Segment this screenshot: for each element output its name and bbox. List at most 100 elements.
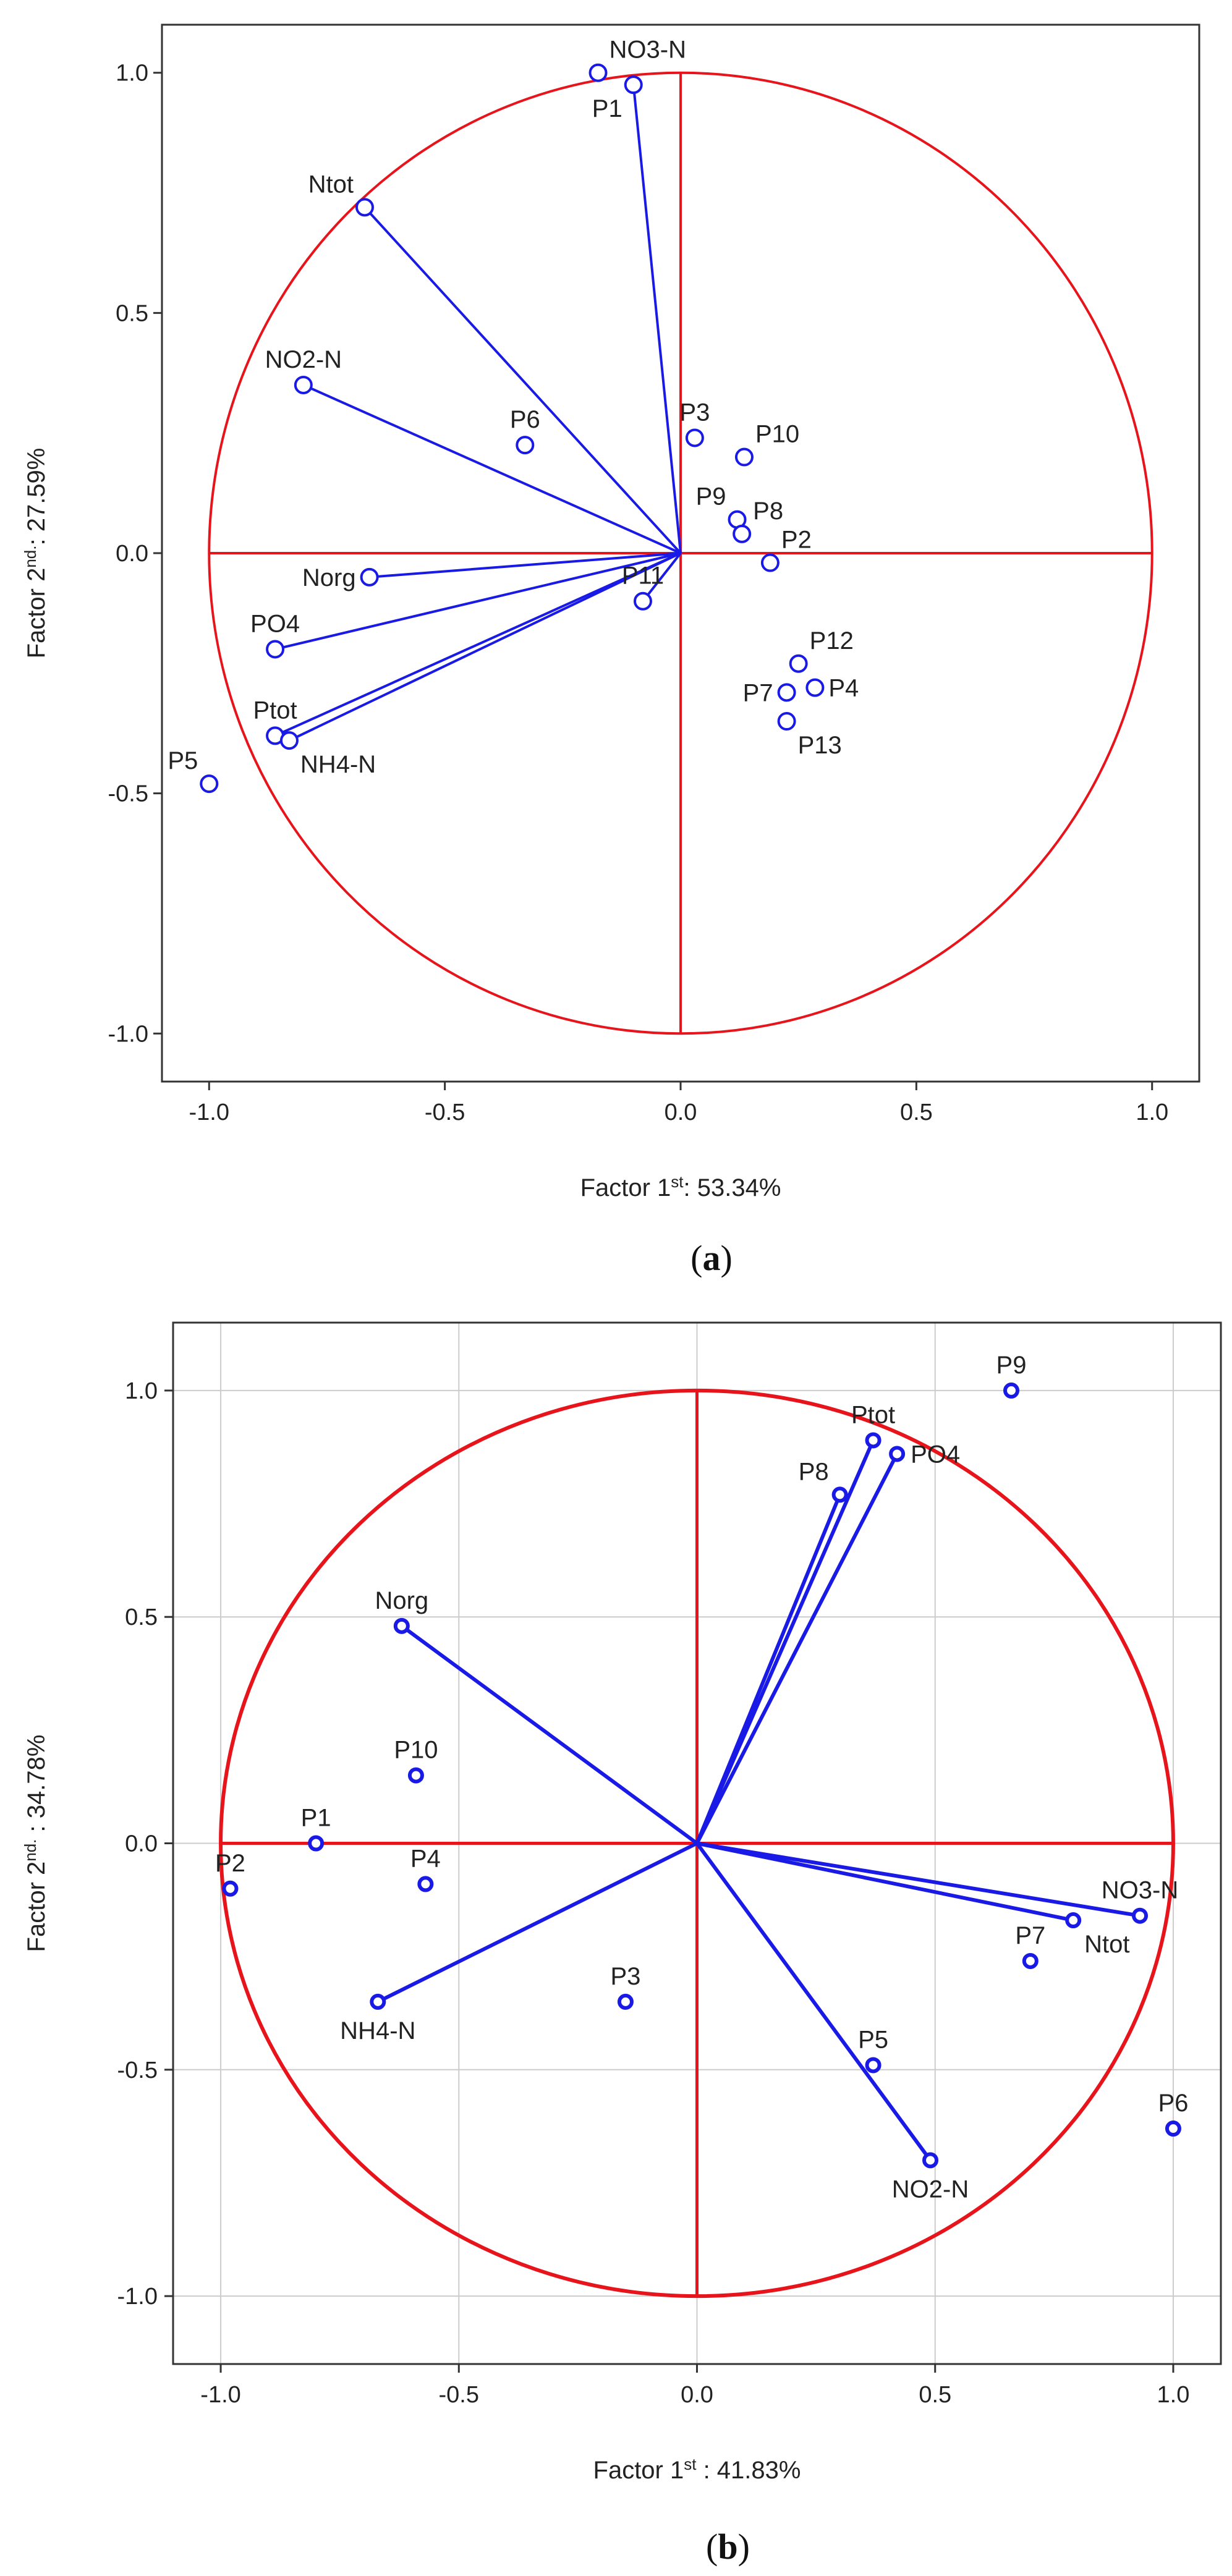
point-norg [393, 1617, 410, 1634]
point-label-p2: P2 [215, 1850, 245, 1877]
panel-b-point-labels: P9 Ptot PO4 P8 Norg P10 P1 P2 P4 NH4-N P3 NO3-N Ntot… [215, 1352, 1188, 2203]
vector-po4 [274, 552, 681, 651]
x-tick-label: -1.0 [189, 1099, 229, 1125]
point-p11 [633, 591, 652, 611]
point-label-p12: P12 [810, 627, 854, 655]
point-label-p5: P5 [858, 2026, 888, 2053]
panel-a-y-title-main: Factor 2 [23, 568, 50, 659]
vector-norg [369, 552, 681, 578]
point-no3-n [588, 63, 608, 82]
point-no2-n [922, 2152, 939, 2169]
point-p3 [617, 1993, 634, 2010]
point-label-po4: PO4 [911, 1441, 960, 1468]
point-label-p1: P1 [592, 95, 622, 122]
vector-nh4-n [289, 552, 681, 742]
panel-a-x-title-value: : 53.34% [684, 1174, 781, 1201]
vector-p11 [642, 552, 682, 602]
panel-b-x-title-value: : 41.83% [696, 2457, 801, 2484]
point-label-p9: P9 [996, 1352, 1027, 1379]
x-tick-label: 0.0 [681, 2382, 713, 2408]
panel-a-y-axis-title: Factor 2nd.: 27.59% [21, 448, 50, 659]
point-po4 [889, 1446, 906, 1462]
x-tick-label: 1.0 [1136, 1099, 1168, 1125]
panel-b-vectors [376, 1439, 1141, 2162]
y-tick-label: 0.5 [116, 300, 148, 326]
point-p2 [760, 553, 780, 572]
panel-a-x-axis-title: Factor 1st: 53.34% [580, 1172, 781, 1201]
vector-norg [401, 1624, 699, 1845]
x-tick-label: -1.0 [200, 2382, 240, 2408]
panel-a-letter: (a) [690, 1238, 733, 1278]
point-label-nh4-n: NH4-N [300, 751, 376, 778]
point-nh4-n [370, 1993, 386, 2010]
point-ntot [1065, 1912, 1082, 1929]
panel-b-x-title-sup: st [684, 2455, 697, 2473]
point-p6 [516, 436, 535, 455]
point-label-p11: P11 [622, 562, 664, 590]
point-label-p4: P4 [410, 1845, 441, 1872]
panel-a-x-title-main: Factor 1 [580, 1174, 671, 1201]
panel-b-x-tick-labels: -1.0 -0.5 0.0 0.5 1.0 [200, 2382, 1189, 2408]
point-p10 [734, 447, 754, 467]
point-p12 [789, 654, 808, 673]
panel-a-vectors [274, 84, 682, 742]
x-tick-label: 0.5 [900, 1099, 933, 1125]
point-label-norg: Norg [302, 564, 356, 591]
point-label-p2: P2 [781, 527, 812, 554]
point-p4 [417, 1876, 434, 1892]
point-label-p6: P6 [510, 406, 540, 433]
point-label-p3: P3 [679, 399, 710, 426]
point-no3-n [1132, 1907, 1149, 1924]
point-p1 [308, 1835, 325, 1852]
panel-b-y-axis-title: Factor 2nd. : 34.78% [21, 1735, 50, 1952]
point-nh4-n [279, 731, 299, 750]
point-p5 [865, 2057, 882, 2074]
point-p1 [624, 75, 643, 95]
panel-b-y-title-sup: nd. [21, 1839, 40, 1862]
point-po4 [266, 640, 285, 659]
panel-b-points [222, 1382, 1181, 2169]
panel-b-y-title-value: : 34.78% [23, 1735, 50, 1839]
vector-no2-n [303, 384, 681, 554]
point-label-ntot: Ntot [308, 171, 354, 198]
point-norg [360, 567, 379, 587]
panel-b-x-title-main: Factor 1 [593, 2457, 684, 2484]
panel-a-y-title-value: : 27.59% [23, 448, 50, 546]
point-label-ptot: Ptot [851, 1401, 895, 1428]
point-label-p7: P7 [1015, 1922, 1045, 1949]
point-p7 [1022, 1952, 1039, 1969]
point-p10 [407, 1767, 424, 1784]
point-p8 [831, 1486, 848, 1503]
point-p2 [222, 1880, 239, 1897]
y-tick-label: -0.5 [108, 781, 148, 807]
y-tick-label: -1.0 [108, 1021, 148, 1047]
panel-a-x-tick-labels: -1.0 -0.5 0.0 0.5 1.0 [189, 1099, 1169, 1125]
point-p7 [777, 683, 796, 702]
y-tick-label: -1.0 [117, 2284, 158, 2310]
point-ptot [865, 1432, 882, 1449]
panel-b-y-title-main: Factor 2 [23, 1862, 50, 1952]
point-p13 [777, 712, 796, 731]
vector-p1 [632, 84, 682, 554]
point-p8 [733, 524, 752, 543]
point-label-po4: PO4 [250, 610, 300, 637]
point-label-no2-n: NO2-N [265, 346, 342, 373]
point-label-p1: P1 [301, 1805, 331, 1832]
point-label-norg: Norg [375, 1587, 428, 1614]
point-p3 [685, 428, 704, 447]
point-label-no3-n: NO3-N [610, 36, 686, 64]
point-label-p10: P10 [755, 421, 799, 448]
panel-b-letter: (b) [706, 2527, 750, 2567]
vector-nh4-n [376, 1841, 698, 2004]
point-label-p10: P10 [394, 1737, 438, 1764]
panel-a-x-title-sup: st [671, 1172, 684, 1191]
point-label-p7: P7 [743, 679, 773, 706]
vector-no3-n [697, 1841, 1141, 1918]
panel-b-x-axis-title: Factor 1st : 41.83% [593, 2455, 801, 2484]
vector-ntot [363, 206, 682, 554]
point-label-p9: P9 [696, 483, 726, 511]
point-p6 [1165, 2121, 1181, 2137]
